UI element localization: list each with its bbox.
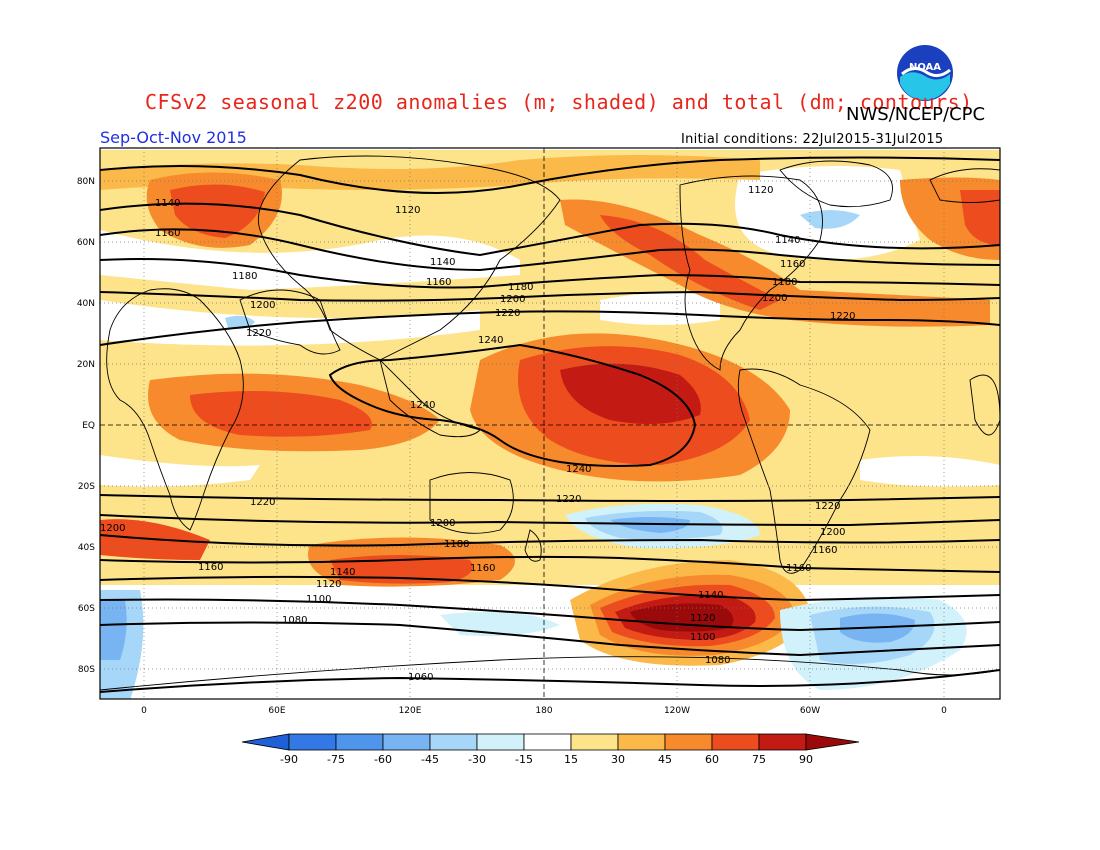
longitude-labels: 0 60E 120E 180 120W 60W 0: [141, 706, 947, 716]
lat-label: 20S: [78, 482, 95, 492]
colorbar-label: 75: [752, 753, 766, 766]
contour-label: 1160: [426, 277, 451, 288]
colorbar: [241, 733, 860, 751]
colorbar-label: 30: [611, 753, 625, 766]
chart-title: CFSv2 seasonal z200 anomalies (m; shaded…: [145, 90, 973, 114]
colorbar-label: -15: [515, 753, 533, 766]
map-frame: [99, 147, 1001, 700]
contour-label: 1200: [762, 293, 787, 304]
lon-label: 60W: [800, 706, 820, 716]
contour-label: 1120: [395, 205, 420, 216]
contour-label: 1160: [812, 545, 837, 556]
logo-text: NOAA: [909, 62, 941, 73]
contour-label: 1160: [786, 563, 811, 574]
contour-label: 1180: [508, 282, 533, 293]
agency-label: NWS/NCEP/CPC: [846, 104, 986, 125]
lon-label: 120W: [664, 706, 690, 716]
lon-label: 60E: [268, 706, 285, 716]
contour-label: 1140: [430, 257, 455, 268]
lat-label: 40N: [77, 299, 95, 309]
colorbar-label: -30: [468, 753, 486, 766]
latitude-labels: 80N 60N 40N 20N EQ 20S 40S 60S 80S: [77, 177, 95, 675]
contour-label: 1080: [705, 655, 730, 666]
colorbar-label: 15: [564, 753, 578, 766]
contour-label: 1240: [478, 335, 503, 346]
lon-label: 120E: [399, 706, 422, 716]
lat-label: EQ: [82, 421, 95, 431]
colorbar-labels: -90 -75 -60 -45 -30 -15 15 30 45 60 75 9…: [280, 753, 813, 766]
contour-label: 1180: [444, 539, 469, 550]
season-label: Sep-Oct-Nov 2015: [100, 128, 247, 147]
contour-label: 1140: [155, 198, 180, 209]
lat-label: 20N: [77, 360, 95, 370]
colorbar-label: 90: [799, 753, 813, 766]
contour-label: 1220: [830, 311, 855, 322]
coastlines: [100, 155, 1000, 691]
lat-label: 60N: [77, 238, 95, 248]
contour-label: 1160: [155, 228, 180, 239]
contour-label: 1100: [690, 632, 715, 643]
contour-label: 1120: [690, 613, 715, 624]
noaa-logo: NOAA: [896, 44, 954, 102]
lat-label: 40S: [78, 543, 95, 553]
lat-label: 60S: [78, 604, 95, 614]
contour-label: 1100: [306, 594, 331, 605]
lat-label: 80S: [78, 665, 95, 675]
colorbar-label: 60: [705, 753, 719, 766]
contour-label: 1200: [250, 300, 275, 311]
contour-label: 1180: [772, 277, 797, 288]
colorbar-label: -45: [421, 753, 439, 766]
initial-conditions-label: Initial conditions: 22Jul2015-31Jul2015: [681, 132, 944, 147]
contour-label: 1080: [282, 615, 307, 626]
colorbar-label: -60: [374, 753, 392, 766]
contour-label: 1220: [495, 308, 520, 319]
contour-label: 1180: [232, 271, 257, 282]
contour-label: 1200: [500, 294, 525, 305]
lon-label: 0: [141, 706, 147, 716]
contour-label: 1200: [430, 518, 455, 529]
contour-label: 1120: [316, 579, 341, 590]
height-contours: [100, 156, 1000, 693]
colorbar-label: -75: [327, 753, 345, 766]
contour-label: 1160: [780, 259, 805, 270]
contour-label: 1140: [698, 590, 723, 601]
contour-label: 1140: [775, 235, 800, 246]
lat-label: 80N: [77, 177, 95, 187]
contour-labels: 1140 1160 1180 1200 1220 1240 1120 1140 …: [100, 185, 855, 683]
lon-label: 180: [535, 706, 552, 716]
contour-label: 1060: [408, 672, 433, 683]
contour-label: 1220: [246, 328, 271, 339]
colorbar-arrow-high: [805, 733, 860, 751]
contour-label: 1220: [250, 497, 275, 508]
contour-label: 1160: [198, 562, 223, 573]
contour-label: 1140: [330, 567, 355, 578]
colorbar-label: 45: [658, 753, 672, 766]
contour-label: 1240: [566, 464, 591, 475]
colorbar-label: -90: [280, 753, 298, 766]
contour-label: 1160: [470, 563, 495, 574]
contour-label: 1220: [815, 501, 840, 512]
contour-label: 1200: [820, 527, 845, 538]
colorbar-arrow-low: [241, 733, 290, 751]
contour-label: 1120: [748, 185, 773, 196]
contour-label: 1200: [100, 523, 125, 534]
lon-label: 0: [941, 706, 947, 716]
contour-label: 1220: [556, 494, 581, 505]
contour-label: 1240: [410, 400, 435, 411]
